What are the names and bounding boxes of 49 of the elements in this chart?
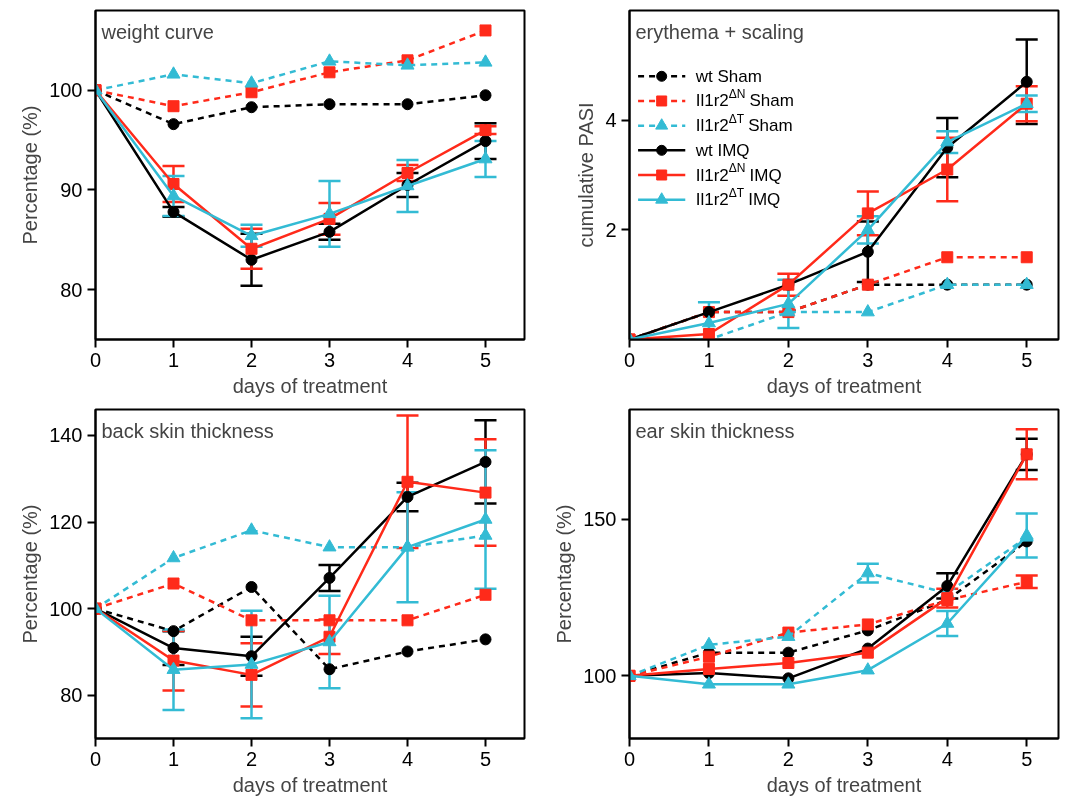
x-tick-label: 1 xyxy=(703,747,715,770)
x-tick-label: 2 xyxy=(782,348,794,371)
y-tick-label: 100 xyxy=(49,79,83,102)
x-tick-label: 4 xyxy=(401,747,414,770)
x-tick-label: 2 xyxy=(245,348,258,371)
y-tick-label: 80 xyxy=(60,684,83,707)
y-tick-label: 100 xyxy=(583,664,617,687)
y-tick-label: 100 xyxy=(49,597,83,620)
x-axis-title: days of treatment xyxy=(232,374,388,397)
legend-label: wt IMQ xyxy=(694,140,750,160)
x-tick-label: 2 xyxy=(782,747,794,770)
x-tick-label: 5 xyxy=(479,747,492,770)
legend-label: wt Sham xyxy=(694,66,762,86)
x-tick-label: 4 xyxy=(401,348,414,371)
x-tick-label: 3 xyxy=(862,348,874,371)
x-axis-title: days of treatment xyxy=(766,374,922,397)
text: weight curve xyxy=(100,20,214,43)
x-tick-label: 3 xyxy=(862,747,874,770)
y-tick-label: 140 xyxy=(49,424,83,447)
text: back skin thickness xyxy=(101,419,274,442)
y-tick-label: 90 xyxy=(60,178,83,201)
y-tick-label: 80 xyxy=(60,278,83,301)
y-tick-label: 4 xyxy=(605,109,617,132)
chart-title: erythema + scaling xyxy=(635,20,804,43)
x-tick-label: 5 xyxy=(1021,747,1033,770)
x-tick-label: 0 xyxy=(89,348,102,371)
x-tick-label: 0 xyxy=(623,348,636,371)
x-tick-label: 1 xyxy=(703,348,715,371)
y-axis-title: cumulative PASI xyxy=(575,102,598,248)
x-tick-label: 4 xyxy=(941,348,953,371)
x-tick-label: 4 xyxy=(941,747,953,770)
x-tick-label: 0 xyxy=(89,747,102,770)
x-tick-label: 5 xyxy=(1021,348,1033,371)
x-tick-label: 1 xyxy=(167,348,180,371)
x-tick-label: 5 xyxy=(479,348,492,371)
y-axis-title: Percentage (%) xyxy=(19,105,42,245)
x-tick-label: 2 xyxy=(245,747,258,770)
x-tick-label: 3 xyxy=(323,747,336,770)
text: ear skin thickness xyxy=(635,419,795,442)
x-axis-title: days of treatment xyxy=(232,773,388,796)
y-tick-label: 2 xyxy=(605,218,617,241)
y-tick-label: 120 xyxy=(49,511,83,534)
y-tick-label: 150 xyxy=(583,508,617,531)
y-axis-title: Percentage (%) xyxy=(553,504,576,644)
x-tick-label: 0 xyxy=(623,747,636,770)
x-axis-title: days of treatment xyxy=(766,773,922,796)
x-tick-label: 3 xyxy=(323,348,336,371)
x-tick-label: 1 xyxy=(167,747,180,770)
y-axis-title: Percentage (%) xyxy=(19,504,42,644)
